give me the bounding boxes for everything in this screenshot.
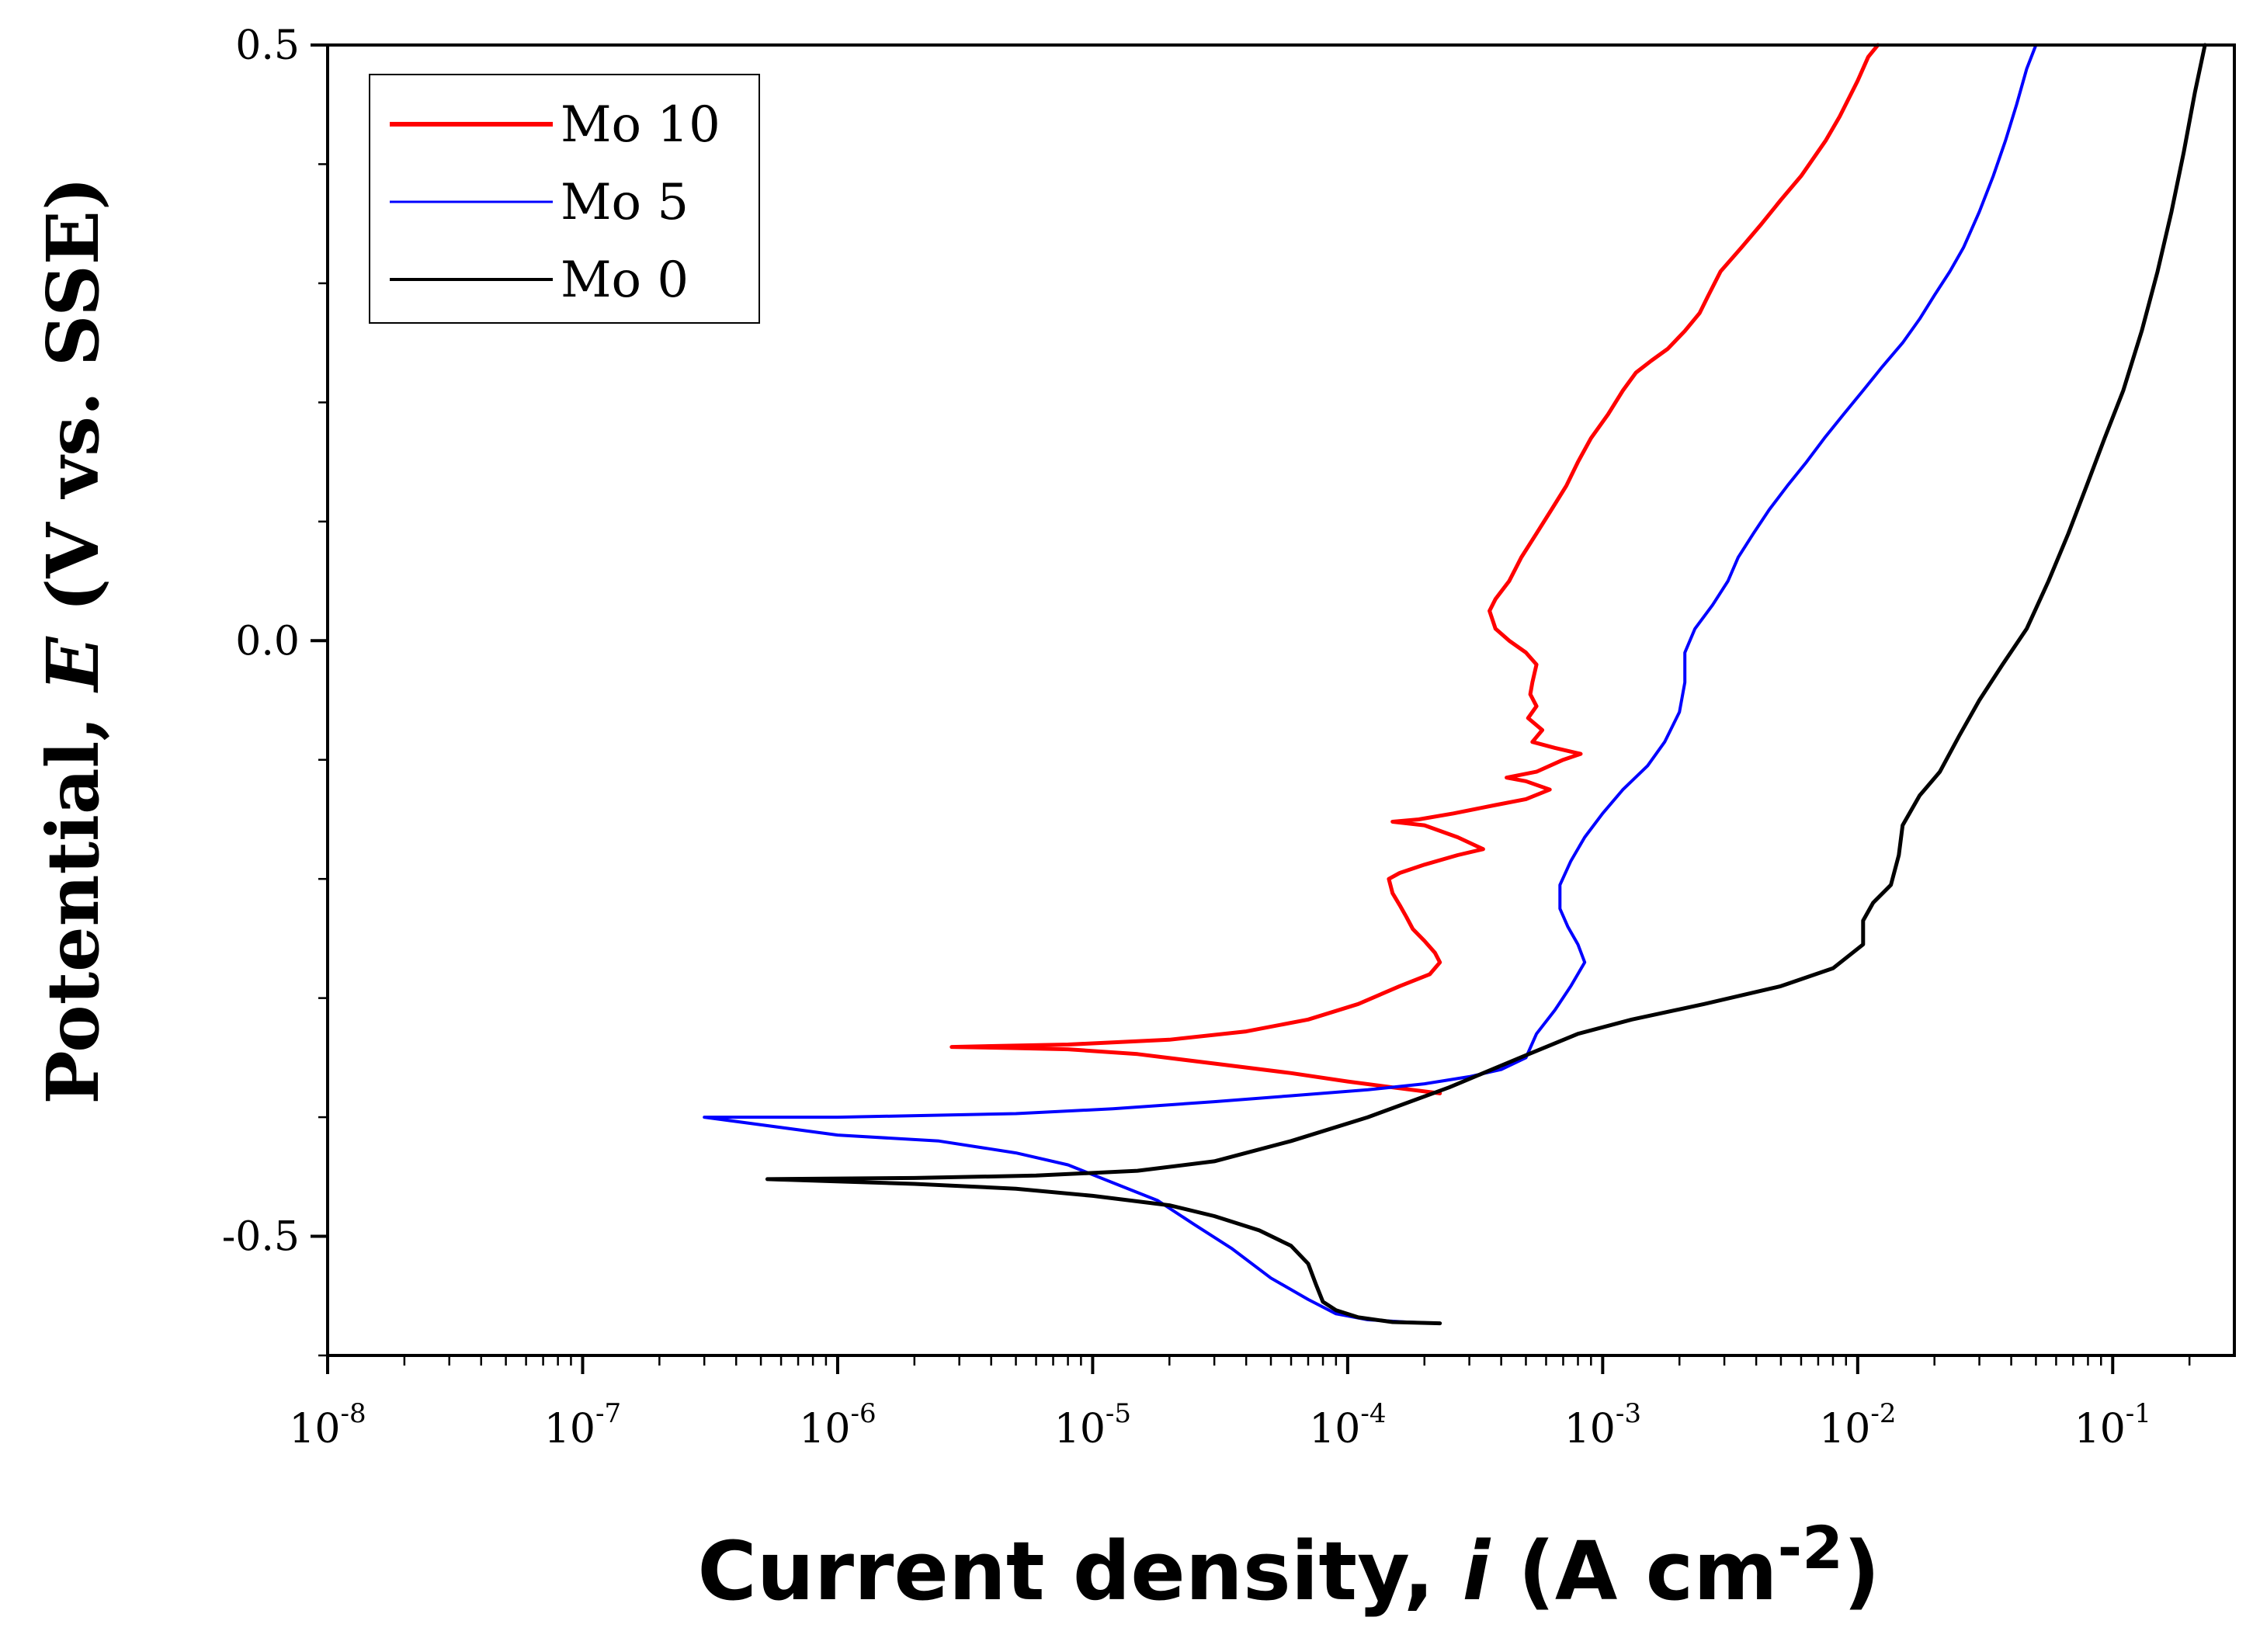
x-axis-label-prefix: Current density,	[697, 1524, 1462, 1619]
legend: Mo 10 Mo 5 Mo 0	[369, 74, 760, 324]
x-axis-label-close: )	[1843, 1524, 1880, 1619]
y-axis-label: Potential, E (V vs. SSE)	[31, 177, 115, 1105]
x-tick-label: 10-6	[799, 1398, 876, 1452]
x-tick-label: 10-5	[1054, 1398, 1131, 1452]
x-tick-label: 10-3	[1564, 1398, 1641, 1452]
legend-label-mo5: Mo 5	[561, 174, 689, 231]
x-tick-label: 10-7	[544, 1398, 621, 1452]
y-tick-label: 0.5	[235, 23, 300, 69]
x-tick-label: 10-2	[1819, 1398, 1896, 1452]
y-tick-label: -0.5	[222, 1214, 300, 1261]
plot-frame	[326, 43, 2236, 1357]
series-line-mo10	[949, 43, 1880, 1095]
x-axis-label-variable: i	[1463, 1524, 1491, 1619]
tick-layer: 10-8 10-7 10-6 10-5 10-4 10-3 10-2 10-1 0.5 0.0 -0…	[222, 23, 2191, 1452]
y-tick-label: 0.0	[235, 618, 300, 665]
legend-label-mo10: Mo 10	[561, 96, 720, 154]
x-axis-label-sup: -2	[1778, 1513, 1843, 1582]
y-axis-label-unit: (V vs. SSE)	[31, 177, 115, 637]
series-line-mo0	[765, 43, 2207, 1326]
x-tick-label: 10-4	[1309, 1398, 1386, 1452]
legend-box	[369, 74, 760, 324]
legend-label-mo0: Mo 0	[561, 252, 689, 309]
y-axis-label-prefix: Potential,	[31, 691, 115, 1104]
x-tick-label: 10-8	[289, 1398, 366, 1452]
y-axis-label-variable: E	[31, 635, 115, 693]
x-tick-label: 10-1	[2074, 1398, 2151, 1452]
series-layer	[703, 43, 2207, 1326]
x-axis-label-unit: (A cm	[1490, 1524, 1777, 1619]
series-line-mo5	[703, 43, 2038, 1325]
x-axis-label: Current density, i (A cm-2)	[697, 1513, 1880, 1619]
